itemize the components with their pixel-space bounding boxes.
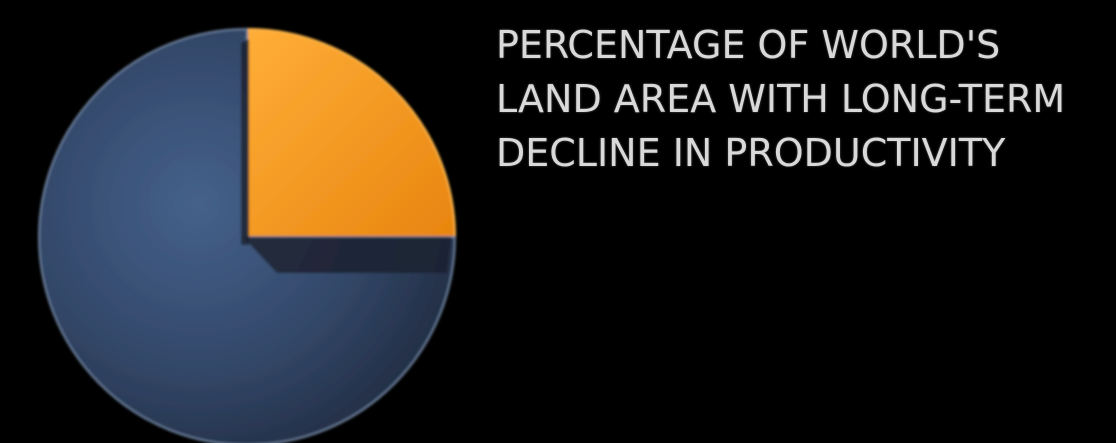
title-line-1: PERCENTAGE OF WORLD'S	[496, 23, 1001, 67]
slice-shadow-vertical	[241, 39, 249, 245]
title-line-2: LAND AREA WITH LONG-TERM	[496, 77, 1066, 121]
pie-slice-1	[38, 27, 457, 443]
slice-shadow-horizontal	[243, 237, 451, 273]
pie-group	[38, 27, 457, 443]
chart-title: PERCENTAGE OF WORLD'S LAND AREA WITH LON…	[496, 18, 1111, 180]
pie-slice-0	[246, 27, 457, 238]
title-line-3: DECLINE IN PRODUCTIVITY	[496, 131, 1006, 175]
